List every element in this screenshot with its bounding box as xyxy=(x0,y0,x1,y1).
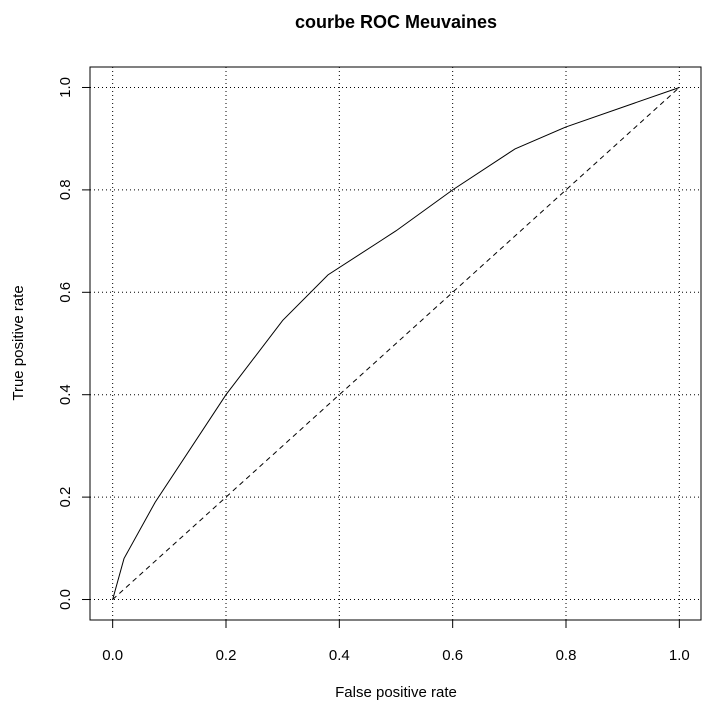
x-tick-label: 0.4 xyxy=(329,647,350,664)
x-tick-label: 0.2 xyxy=(216,647,237,664)
y-axis-label: True positive rate xyxy=(10,285,27,400)
x-tick-label: 0.8 xyxy=(556,647,577,664)
x-axis-label: False positive rate xyxy=(335,684,457,701)
y-tick-label: 0.6 xyxy=(57,282,74,303)
roc-curve xyxy=(112,87,680,600)
y-tick-label: 0.0 xyxy=(57,589,74,610)
y-tick-label: 0.4 xyxy=(57,384,74,405)
y-tick-label: 0.8 xyxy=(57,179,74,200)
x-tick-label: 1.0 xyxy=(669,647,690,664)
chart-title: courbe ROC Meuvaines xyxy=(295,12,497,32)
reference-line xyxy=(112,87,680,600)
y-tick-label: 1.0 xyxy=(57,77,74,98)
plot-frame xyxy=(89,66,702,621)
y-tick-label: 0.2 xyxy=(57,487,74,508)
x-tick-label: 0.6 xyxy=(442,647,463,664)
x-tick-label: 0.0 xyxy=(102,647,123,664)
